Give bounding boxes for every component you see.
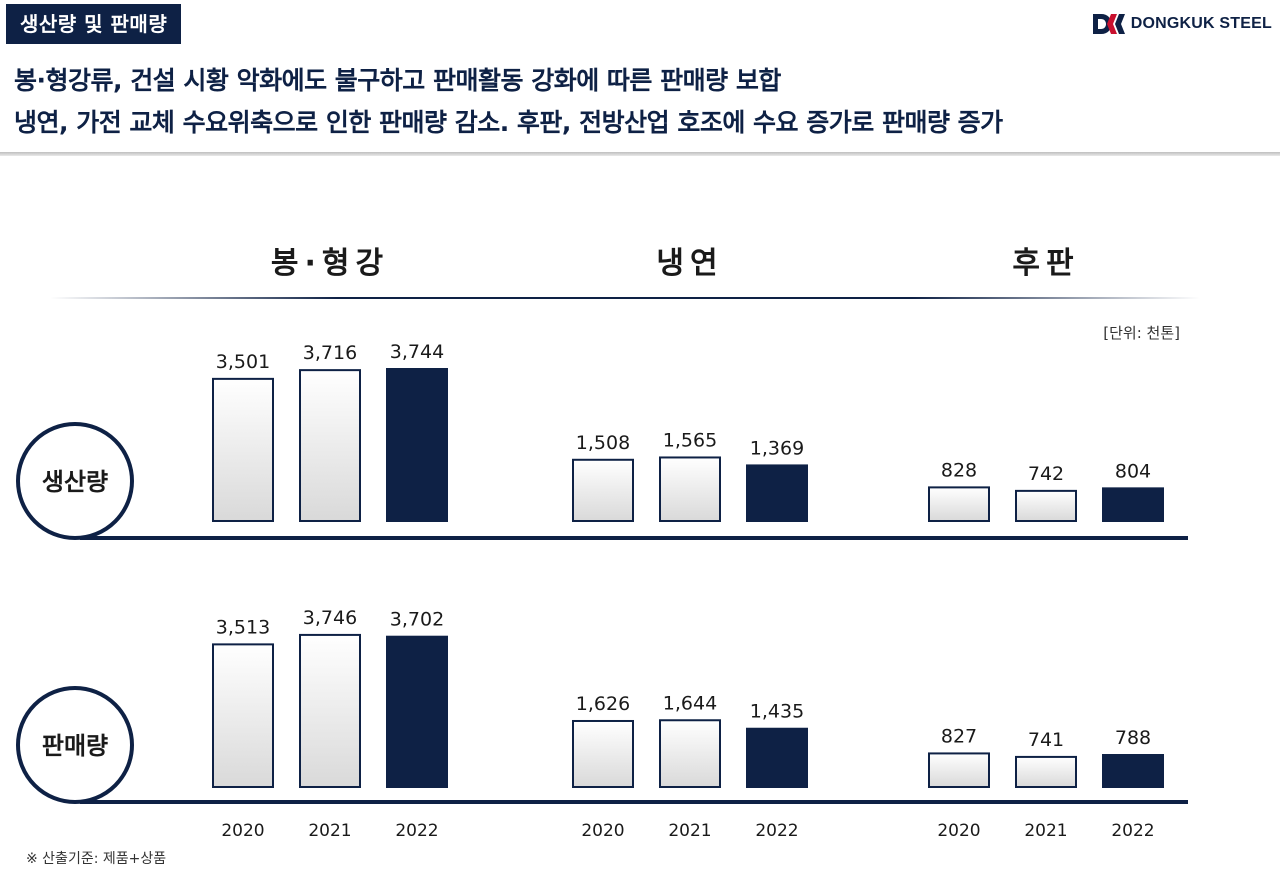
value-label: 742 — [1028, 463, 1064, 485]
value-label: 3,716 — [303, 342, 357, 364]
year-label: 2021 — [668, 821, 711, 841]
row-circle — [16, 422, 134, 540]
group-title: 냉연 — [656, 246, 723, 281]
axis-line — [80, 536, 1188, 540]
value-label: 1,508 — [576, 432, 630, 454]
logo-text: DONGKUK STEEL — [1130, 15, 1272, 32]
bar — [1015, 755, 1077, 789]
headline-line-2: 냉연, 가전 교체 수요위축으로 인한 판매량 감소. 후판, 전방산업 호조에… — [14, 108, 1003, 137]
value-label: 827 — [941, 725, 977, 747]
bar — [386, 635, 448, 789]
bar — [572, 458, 634, 522]
year-label: 2022 — [755, 821, 798, 841]
value-label: 804 — [1115, 460, 1151, 482]
bar — [572, 719, 634, 788]
value-label: 741 — [1028, 729, 1064, 751]
bar — [928, 752, 990, 789]
value-label: 3,501 — [216, 351, 270, 373]
value-label: 3,744 — [390, 341, 444, 363]
headline: 봉·형강류, 건설 시황 악화에도 불구하고 판매활동 강화에 따른 판매량 보… — [14, 60, 1270, 144]
value-label: 788 — [1115, 727, 1151, 749]
dk-logo-icon — [1092, 14, 1125, 34]
bar — [212, 377, 274, 522]
bar — [746, 727, 808, 789]
group-title: 후판 — [1012, 246, 1079, 281]
value-label: 1,626 — [576, 693, 630, 715]
value-label: 1,644 — [663, 692, 717, 714]
bar — [299, 369, 361, 522]
bar — [1102, 754, 1164, 788]
top-divider — [0, 152, 1280, 156]
value-label: 3,746 — [303, 607, 357, 629]
row-circle — [16, 686, 134, 804]
section-badge: 생산량 및 판매량 — [6, 4, 182, 44]
title-rule — [50, 297, 1200, 299]
year-label: 2020 — [937, 821, 980, 841]
headline-line-1: 봉·형강류, 건설 시황 악화에도 불구하고 판매활동 강화에 따른 판매량 보… — [14, 66, 781, 95]
bar — [212, 643, 274, 789]
value-label: 3,702 — [390, 609, 444, 631]
value-label: 1,369 — [750, 437, 804, 459]
value-label: 3,513 — [216, 616, 270, 638]
row-label: 판매량 — [42, 732, 108, 760]
unit-note: [단위: 천톤] — [1103, 324, 1180, 342]
year-label: 2020 — [581, 821, 624, 841]
year-label: 2022 — [395, 821, 438, 841]
company-logo: DONGKUK STEEL — [1091, 10, 1272, 38]
year-label: 2022 — [1111, 821, 1154, 841]
bar — [659, 719, 721, 788]
bar — [299, 633, 361, 789]
value-label: 1,435 — [750, 701, 804, 723]
year-label: 2021 — [1024, 821, 1067, 841]
bar — [746, 464, 808, 522]
bar — [1102, 487, 1164, 523]
row-label: 생산량 — [42, 468, 108, 496]
bar — [659, 456, 721, 523]
bar — [386, 368, 448, 522]
bar — [1015, 489, 1077, 522]
bar — [928, 486, 990, 522]
year-label: 2021 — [308, 821, 351, 841]
footnote: ※ 산출기준: 제품+상품 — [26, 851, 167, 867]
value-label: 1,565 — [663, 429, 717, 451]
value-label: 828 — [941, 459, 977, 481]
group-title: 봉·형강 — [271, 246, 389, 281]
axis-line — [80, 800, 1188, 804]
year-label: 2020 — [221, 821, 264, 841]
